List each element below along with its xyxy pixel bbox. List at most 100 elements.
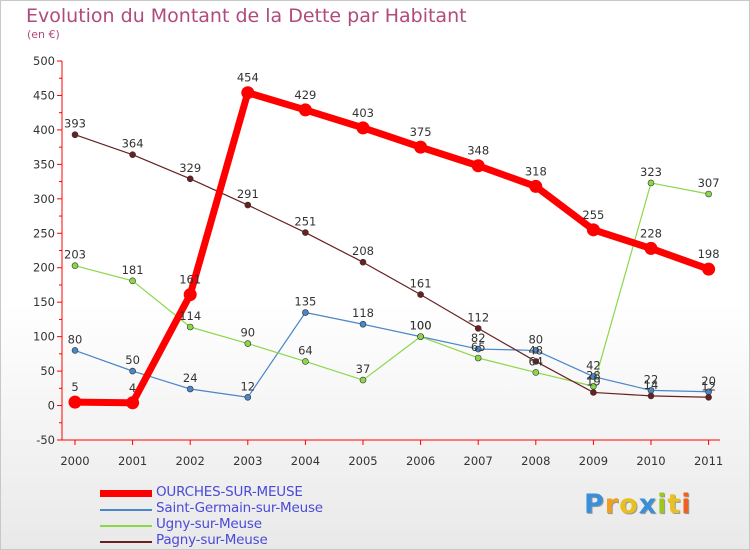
data-point-saint-germain: [244, 393, 252, 401]
data-point-ugny: [359, 376, 367, 384]
data-point-ugny: [647, 179, 655, 187]
x-tick-label: 2000: [60, 454, 89, 468]
data-label-pagny: 19: [586, 374, 601, 388]
data-point-ourches: [183, 288, 197, 302]
series-line-pagny: [74, 134, 709, 398]
data-point-pagny: [129, 151, 136, 159]
data-label-ugny: 28: [586, 368, 601, 382]
data-label-saint-germain: 12: [240, 379, 255, 393]
data-label-saint-germain: 22: [644, 372, 659, 386]
data-label-ourches: 4: [129, 381, 136, 395]
data-label-pagny: 329: [179, 161, 201, 175]
data-point-ugny: [705, 190, 712, 198]
data-label-ugny: 181: [122, 263, 144, 277]
y-tick-label: 450: [33, 88, 55, 102]
data-label-pagny: 208: [352, 244, 374, 258]
y-tick-label: 150: [33, 295, 55, 309]
data-point-ourches: [702, 262, 716, 276]
data-label-pagny: 48: [528, 343, 543, 357]
data-label-saint-germain: 118: [352, 306, 374, 320]
logo-letter: P: [584, 489, 605, 520]
x-tick-label: 2010: [636, 454, 665, 468]
data-point-ourches: [68, 395, 82, 409]
data-point-pagny: [186, 175, 194, 183]
data-label-ugny: 64: [298, 343, 313, 357]
data-label-ugny: 64: [528, 354, 543, 368]
data-point-ugny: [302, 358, 309, 365]
data-point-pagny: [417, 291, 424, 298]
data-labels: 5 4 161 454 429 403 375 348 318 255 228 198 80 50 24 12…: [64, 71, 720, 395]
data-point-ugny: [186, 323, 194, 331]
y-tick-label: 500: [33, 54, 55, 68]
data-label-saint-germain: 20: [701, 374, 716, 388]
y-tick-label: 100: [33, 330, 55, 344]
data-label-ourches: 318: [525, 164, 547, 178]
data-label-ourches: 348: [467, 144, 489, 158]
data-point-ourches: [298, 103, 312, 117]
data-label-saint-germain: 50: [125, 353, 140, 367]
legend-label-saint-germain: Saint-Germain-sur-Meuse: [156, 500, 323, 516]
data-label-saint-germain: 82: [471, 331, 486, 345]
series-line-ugny: [74, 182, 709, 387]
data-point-pagny: [647, 392, 655, 400]
data-label-pagny: 393: [64, 117, 86, 131]
data-label-ourches: 198: [698, 247, 720, 261]
y-tick-label: -50: [36, 433, 55, 447]
legend-label-ourches: OURCHES-SUR-MEUSE: [156, 484, 303, 500]
data-point-saint-germain: [129, 367, 136, 375]
data-label-saint-germain: 80: [68, 332, 83, 346]
y-tick-label: 400: [33, 123, 55, 137]
data-label-ugny: 65: [471, 340, 486, 354]
data-point-saint-germain: [474, 345, 482, 353]
data-label-saint-germain: 42: [586, 359, 601, 373]
data-label-ugny: 307: [698, 176, 720, 190]
data-point-pagny: [705, 393, 712, 401]
series-line-saint-germain: [74, 311, 709, 398]
data-label-ugny: 37: [356, 362, 371, 376]
x-tick-label: 2009: [579, 454, 608, 468]
data-label-pagny: 161: [410, 277, 432, 291]
data-label-pagny: 112: [467, 310, 489, 324]
y-tick-label: 350: [33, 157, 55, 171]
data-label-ugny: 100: [410, 319, 432, 333]
data-point-saint-germain: [590, 373, 597, 380]
data-label-ugny: 114: [179, 309, 201, 323]
x-tick-label: 2007: [464, 454, 493, 468]
x-tick-label: 2005: [348, 454, 377, 468]
data-label-ourches: 429: [294, 88, 316, 102]
data-point-pagny: [359, 258, 367, 266]
data-label-ourches: 255: [582, 208, 604, 222]
legend-swatch-saint-germain: [100, 509, 152, 511]
data-label-pagny: 14: [644, 378, 659, 392]
logo-letter: r: [604, 489, 620, 520]
x-tick-label: 2001: [118, 454, 147, 468]
logo-letter: i: [681, 489, 692, 520]
x-tick-label: 2006: [406, 454, 435, 468]
data-point-ugny: [417, 333, 424, 340]
data-point-ourches: [529, 179, 543, 193]
data-point-ourches: [356, 121, 370, 135]
y-tick-label: 300: [33, 192, 55, 206]
data-point-saint-germain: [532, 347, 540, 354]
data-point-saint-germain: [71, 347, 79, 354]
x-tick-label: 2011: [694, 454, 723, 468]
data-label-ourches: 228: [640, 226, 662, 240]
legend-swatch-ourches: [100, 490, 152, 497]
legend-label-pagny: Pagny-sur-Meuse: [156, 532, 268, 548]
data-label-ugny: 203: [64, 248, 86, 262]
legend-swatch-pagny: [100, 541, 152, 543]
data-point-pagny: [590, 389, 597, 396]
data-point-ourches: [644, 241, 658, 255]
y-tick-label: 0: [48, 399, 55, 413]
data-point-saint-germain: [186, 385, 194, 393]
data-point-ugny: [474, 354, 482, 362]
data-point-pagny: [71, 131, 79, 139]
proxiti-logo: Proxiti: [584, 489, 692, 520]
data-label-pagny: 12: [701, 379, 716, 393]
data-label-ugny: 90: [240, 326, 255, 340]
data-label-pagny: 291: [237, 187, 259, 201]
data-point-ourches: [414, 140, 428, 154]
legend-swatch-ugny: [100, 525, 152, 527]
logo-letter: o: [619, 489, 639, 520]
